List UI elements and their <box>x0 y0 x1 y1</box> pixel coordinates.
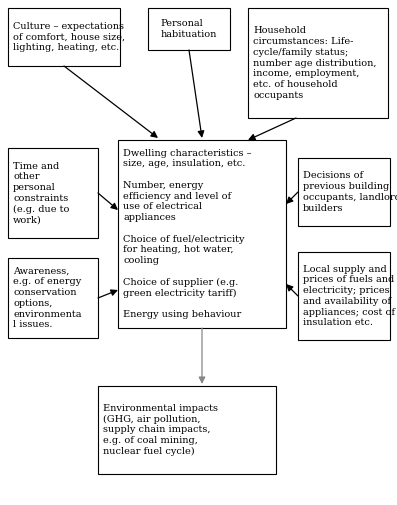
Text: Local supply and
prices of fuels and
electricity; prices
and availability of
app: Local supply and prices of fuels and ele… <box>303 265 395 327</box>
Text: Personal
habituation: Personal habituation <box>161 19 217 39</box>
Bar <box>118 140 286 328</box>
Bar <box>8 8 120 66</box>
Text: Culture – expectations
of comfort, house size,
lighting, heating, etc.: Culture – expectations of comfort, house… <box>13 22 125 52</box>
Text: Household
circumstances: Life-
cycle/family status;
number age distribution,
inc: Household circumstances: Life- cycle/fam… <box>253 26 376 100</box>
Text: Decisions of
previous building
occupants, landlord,
builders: Decisions of previous building occupants… <box>303 171 397 213</box>
Bar <box>8 148 98 238</box>
Text: Environmental impacts
(GHG, air pollution,
supply chain impacts,
e.g. of coal mi: Environmental impacts (GHG, air pollutio… <box>103 404 218 456</box>
Bar <box>8 258 98 338</box>
Text: Dwelling characteristics –
size, age, insulation, etc.

Number, energy
efficienc: Dwelling characteristics – size, age, in… <box>123 148 252 319</box>
Bar <box>248 8 388 118</box>
Bar <box>148 8 230 50</box>
Bar <box>98 386 276 474</box>
Text: Time and
other
personal
constraints
(e.g. due to
work): Time and other personal constraints (e.g… <box>13 162 69 224</box>
Bar <box>298 158 390 226</box>
Bar <box>298 252 390 340</box>
Text: Awareness,
e.g. of energy
conservation
options,
environmenta
l issues.: Awareness, e.g. of energy conservation o… <box>13 267 81 329</box>
